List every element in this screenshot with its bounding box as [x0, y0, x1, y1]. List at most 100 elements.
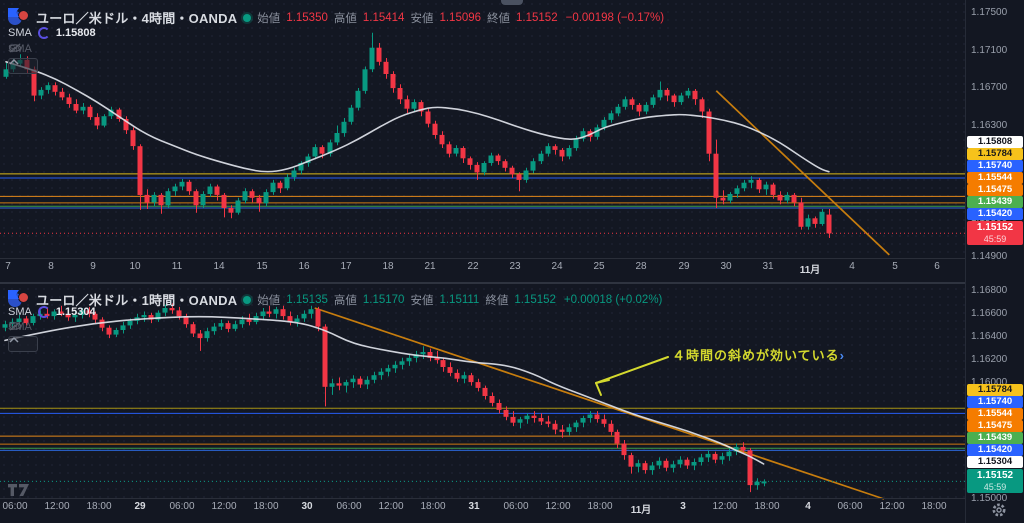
sma-line[interactable]: [5, 61, 830, 173]
candle-body: [719, 456, 725, 460]
candle-body: [656, 460, 662, 466]
pane-separator[interactable]: [0, 282, 1024, 284]
candle-body: [516, 174, 522, 180]
time-axis-label: 12:00: [44, 501, 70, 512]
candle-body: [621, 443, 627, 456]
candle-body: [319, 147, 325, 154]
candle-body: [406, 357, 412, 362]
price-level-label: 1.15439: [967, 432, 1023, 444]
candle-body: [260, 311, 266, 317]
time-axis-label: 8: [48, 261, 54, 272]
candle-body: [298, 163, 304, 171]
legend-collapse-button[interactable]: [8, 58, 38, 74]
flag-icon[interactable]: [8, 8, 20, 18]
candle-body: [280, 309, 286, 317]
chart-pane-1h[interactable]: [0, 285, 965, 500]
candle-body: [148, 315, 154, 320]
trendline[interactable]: [715, 90, 890, 256]
price-level-label: 1.15784: [967, 384, 1023, 396]
candle-body: [650, 97, 656, 105]
low-value: 1.15111: [439, 293, 480, 306]
time-axis-label: 25: [593, 261, 605, 272]
sma-line[interactable]: [4, 315, 765, 465]
open-value: 1.15135: [286, 293, 328, 306]
candle-body: [165, 191, 171, 206]
time-axis-label: 12:00: [211, 501, 237, 512]
open-label: 始値: [257, 12, 281, 25]
price-axis-tick: 1.16200: [971, 354, 1008, 365]
time-axis-label: 14: [213, 261, 225, 272]
candle-body: [517, 419, 523, 423]
symbol-title-1h[interactable]: ユーロ／米ドル・1時間・OANDA: [36, 293, 238, 308]
candle-body: [23, 318, 29, 324]
symbol-title-4h[interactable]: ユーロ／米ドル・4時間・OANDA: [36, 11, 238, 26]
candle-body: [784, 194, 790, 201]
time-axis-label: 22: [467, 261, 479, 272]
candle-body: [193, 191, 199, 206]
candle-body: [545, 421, 551, 424]
open-label: 始値: [257, 294, 281, 307]
chart-pane-4h[interactable]: [0, 0, 965, 258]
sma-indicator-label[interactable]: SMA: [8, 27, 32, 39]
pane-resize-handle[interactable]: [501, 0, 523, 5]
candle-body: [819, 211, 825, 224]
candle-body: [291, 170, 297, 178]
candle-body: [305, 156, 311, 164]
time-axis-label: 06:00: [503, 501, 529, 512]
annotation-arrow[interactable]: [595, 356, 669, 384]
candle-body: [657, 89, 663, 98]
time-axis-label: 10: [129, 261, 141, 272]
candle-body: [120, 325, 126, 330]
candle-body: [677, 459, 683, 465]
tradingview-logo-icon[interactable]: [8, 482, 32, 498]
axis-settings-gear-icon[interactable]: [990, 501, 1008, 519]
time-axis-label: 31: [762, 261, 774, 272]
text-annotation[interactable]: ４時間の斜めが効いている›: [672, 348, 845, 363]
candle-body: [385, 368, 391, 372]
candle-body: [663, 460, 669, 468]
price-level-label: 1.15439: [967, 196, 1023, 208]
time-axis-1h[interactable]: 06:00 12:00 18:00 29 06:00 12:00 18:00 30 06:00 1…: [0, 499, 977, 521]
candle-body: [440, 360, 446, 367]
candle-body: [434, 357, 440, 361]
eye-hidden-icon[interactable]: [8, 43, 22, 53]
sma-indicator-label[interactable]: SMA: [8, 306, 32, 318]
candle-body: [183, 316, 189, 325]
candle-body: [580, 418, 586, 423]
candle-body: [16, 318, 22, 322]
time-axis-label: 18:00: [754, 501, 780, 512]
candle-body: [454, 372, 460, 379]
candle-body: [608, 113, 614, 120]
candle-body: [284, 177, 290, 189]
candle-body: [99, 319, 105, 328]
time-axis-label: 18:00: [86, 501, 112, 512]
eye-hidden-icon[interactable]: [8, 321, 22, 331]
flag-icon[interactable]: [8, 290, 20, 300]
candle-body: [186, 181, 192, 192]
candle-body: [467, 158, 473, 165]
annotation-arrow[interactable]: [595, 382, 602, 396]
legend-collapse-button[interactable]: [8, 336, 38, 352]
candle-body: [733, 446, 739, 452]
candle-body: [798, 202, 804, 227]
candle-body: [116, 109, 122, 119]
candle-body: [52, 85, 58, 92]
candle-body: [127, 320, 133, 326]
trendline[interactable]: [314, 307, 885, 500]
time-axis-label: 21: [424, 261, 436, 272]
candle-body: [80, 106, 86, 111]
candle-body: [239, 319, 245, 325]
time-axis-4h[interactable]: 7 8 9 10 11 14 15 16 17 18 21 22 23 24 25 28 29 30 31 11月 4 5…: [0, 259, 982, 281]
close-value: 1.15152: [514, 293, 556, 306]
time-axis-label: 12:00: [712, 501, 738, 512]
annotation-arrow[interactable]: [595, 379, 610, 384]
bar-countdown: 45:59: [983, 482, 1007, 492]
candle-body: [357, 378, 363, 385]
candle-body: [228, 208, 234, 213]
candle-body: [538, 418, 544, 422]
candle-body: [158, 194, 164, 206]
price-axis[interactable]: 1.175001.171001.167001.163001.153001.149…: [965, 0, 1024, 523]
candle-body: [720, 197, 726, 201]
candle-body: [411, 102, 417, 109]
candle-body: [225, 323, 231, 329]
